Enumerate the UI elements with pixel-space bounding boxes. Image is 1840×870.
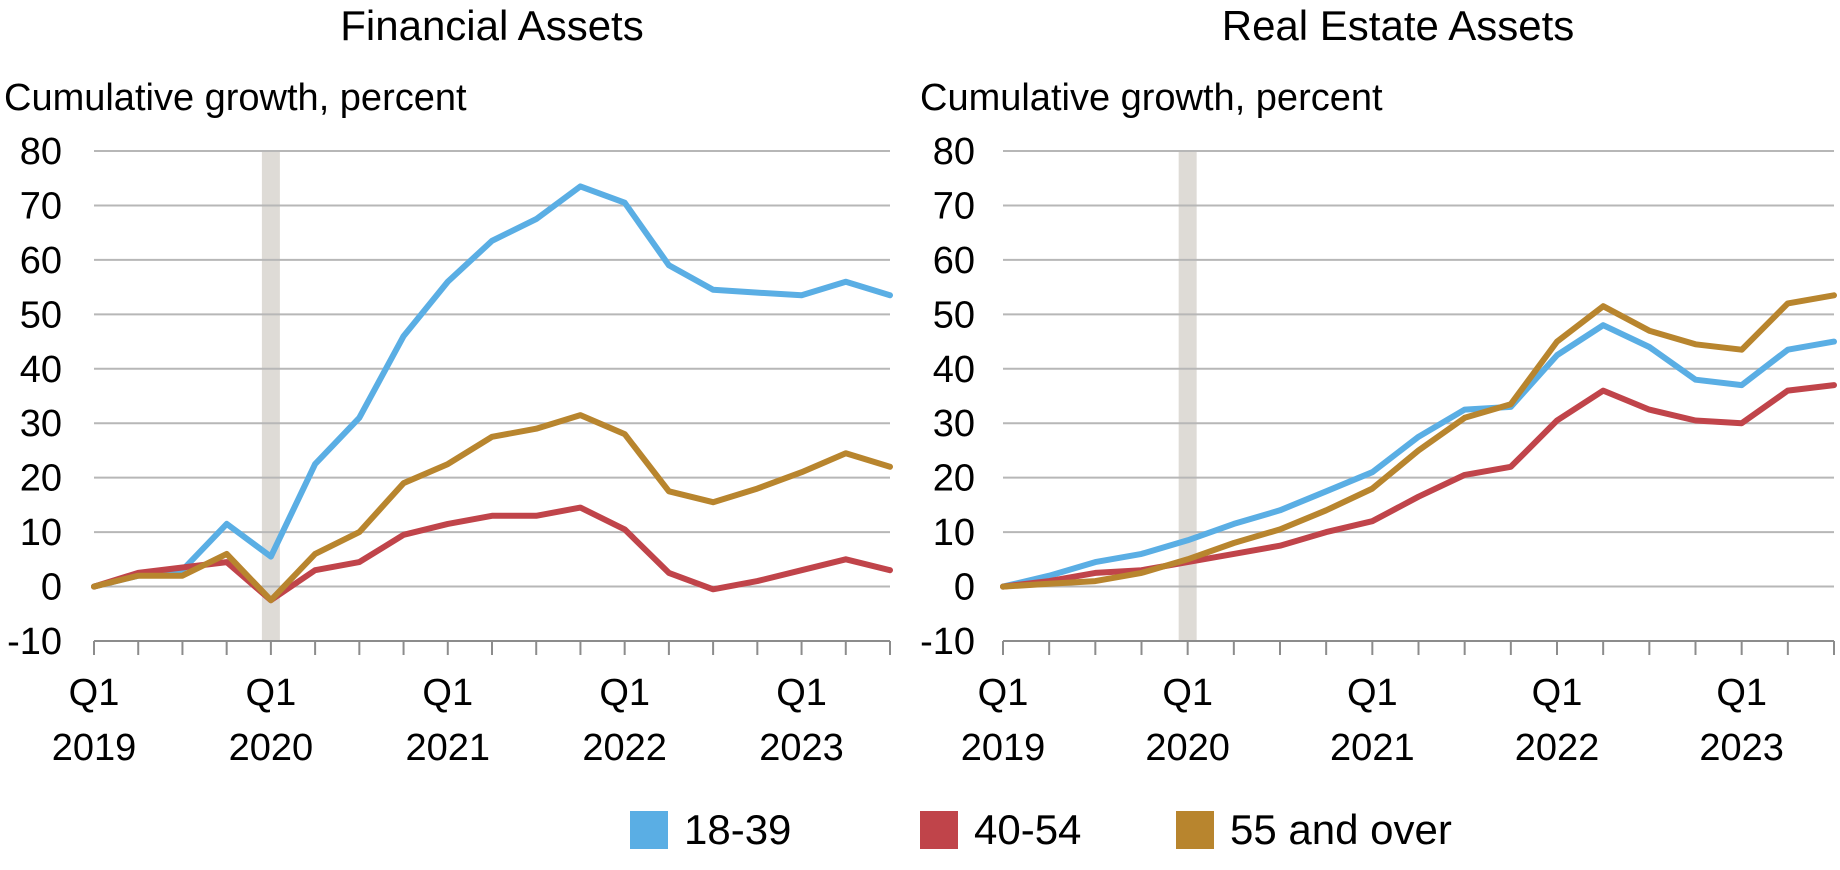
x-tick-label: Q1 — [1162, 672, 1213, 714]
chart-panel-1: Financial Assets Cumulative growth, perce… — [4, 2, 893, 769]
x-tick-label: Q1 — [69, 672, 120, 714]
chart-title: Real Estate Assets — [1222, 2, 1575, 49]
x-tick-label: 2020 — [1145, 727, 1230, 769]
legend-item-40-54: 40-54 — [920, 800, 1081, 860]
legend-item-18-39: 18-39 — [630, 800, 791, 860]
x-tick-label: 2019 — [961, 727, 1046, 769]
x-tick-label: Q1 — [1716, 672, 1767, 714]
x-tick-label: 2019 — [52, 727, 137, 769]
y-axis-label: Cumulative growth, percent — [4, 77, 467, 119]
legend-label: 18-39 — [684, 806, 792, 853]
chart-panel-2: Real Estate Assets Cumulative growth, per… — [920, 2, 1837, 769]
legend-label: 40-54 — [974, 806, 1082, 853]
x-tick-label: 2023 — [1699, 727, 1784, 769]
x-tick-label: Q1 — [776, 672, 827, 714]
legend-swatch-40-54 — [920, 811, 958, 849]
x-tick-label: Q1 — [246, 672, 297, 714]
recession-shade — [261, 151, 280, 641]
x-tick-label: Q1 — [1347, 672, 1398, 714]
recession-shade — [1178, 151, 1197, 641]
y-tick-label: -10 — [7, 621, 62, 663]
y-tick-label: 10 — [20, 512, 62, 554]
x-tick-label: Q1 — [1532, 672, 1583, 714]
y-tick-label: 60 — [933, 240, 975, 282]
y-tick-label: 80 — [933, 131, 975, 173]
y-tick-label: 50 — [20, 294, 62, 336]
y-tick-label: 10 — [933, 512, 975, 554]
x-tick-label: 2023 — [759, 727, 844, 769]
x-tick-label: 2021 — [406, 727, 491, 769]
x-tick-label: Q1 — [599, 672, 650, 714]
y-tick-label: 70 — [20, 185, 62, 227]
series-line-55-and-over — [91, 412, 893, 604]
legend-swatch-55-and-over — [1176, 811, 1214, 849]
y-tick-label: 0 — [41, 567, 62, 609]
chart-canvas: Financial Assets Cumulative growth, perce… — [4, 2, 1837, 769]
y-tick-label: 30 — [20, 403, 62, 445]
y-axis-label: Cumulative growth, percent — [920, 77, 1383, 119]
chart-title: Financial Assets — [340, 2, 643, 49]
y-tick-label: -10 — [920, 621, 975, 663]
series-line-18-39 — [1000, 322, 1837, 590]
y-tick-label: 0 — [954, 567, 975, 609]
x-tick-label: 2022 — [582, 727, 667, 769]
y-tick-label: 70 — [933, 185, 975, 227]
legend-item-55-and-over: 55 and over — [1176, 800, 1452, 860]
series-line-55-and-over — [1000, 292, 1837, 590]
y-tick-label: 20 — [933, 458, 975, 500]
legend: 18-39 40-54 55 and over — [0, 800, 1840, 860]
series-line-18-39 — [91, 183, 893, 590]
y-tick-label: 30 — [933, 403, 975, 445]
y-tick-label: 50 — [933, 294, 975, 336]
series-line-40-54 — [91, 504, 893, 604]
legend-label: 55 and over — [1230, 806, 1452, 853]
y-tick-label: 80 — [20, 131, 62, 173]
x-tick-label: 2020 — [229, 727, 314, 769]
legend-swatch-18-39 — [630, 811, 668, 849]
y-tick-label: 20 — [20, 458, 62, 500]
y-tick-label: 60 — [20, 240, 62, 282]
x-tick-label: 2021 — [1330, 727, 1415, 769]
y-tick-label: 40 — [933, 349, 975, 391]
y-tick-label: 40 — [20, 349, 62, 391]
x-tick-label: Q1 — [422, 672, 473, 714]
x-tick-label: 2022 — [1515, 727, 1600, 769]
x-tick-label: Q1 — [978, 672, 1029, 714]
